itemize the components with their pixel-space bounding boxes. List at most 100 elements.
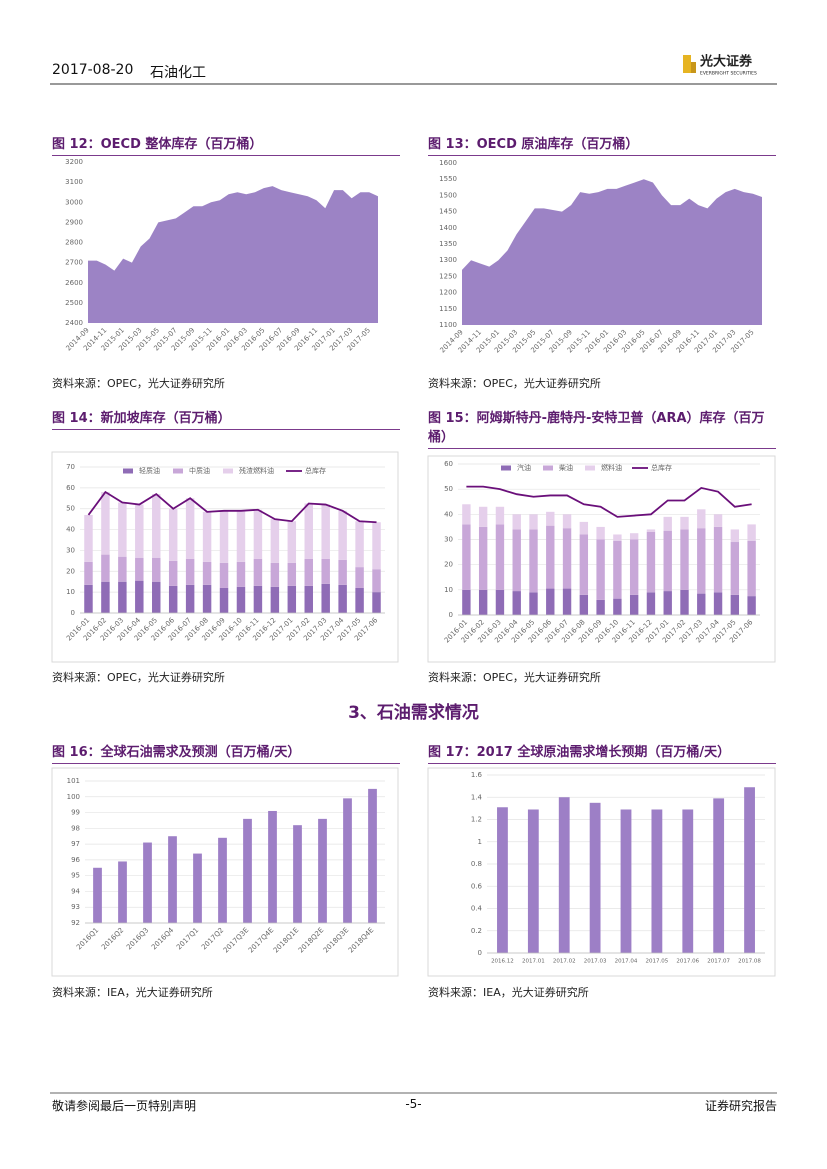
bar-segment [84,584,93,613]
y-tick-label: 40 [444,510,453,518]
y-tick-label: 1300 [439,256,457,264]
bar-segment [730,542,740,595]
bar-segment [478,589,488,615]
x-tick-label: 2017.02 [553,959,576,965]
x-tick-label: 2018Q1E [272,926,300,954]
bar-segment [118,581,127,613]
x-tick-label: 2016Q3 [125,926,150,951]
bar-segment [372,569,381,593]
y-tick-label: 1.4 [471,793,483,801]
y-tick-label: 0 [449,611,453,619]
x-tick-label: 2017.03 [584,959,607,965]
bar-segment [118,556,127,582]
y-tick-label: 60 [66,484,75,492]
bar-segment [747,596,756,615]
bar-segment [495,524,505,590]
figure-title: 图 12：OECD 整体库存（百万桶） [52,135,400,156]
y-tick-label: 1.6 [471,771,483,779]
bar-segment [579,521,589,535]
disclaimer: 敬请参阅最后一页特别声明 [52,1099,197,1113]
logo-en: EVERBRIGHT SECURITIES [700,71,757,77]
bar-segment [338,584,347,613]
area [88,186,378,323]
y-tick-label: 0.4 [471,905,483,913]
legend-label: 柴油 [559,463,573,472]
page-number: -5- [405,1097,422,1111]
bar-segment [253,585,263,613]
bar-segment [747,524,756,541]
bar-segment [135,580,144,613]
y-tick-label: 2400 [65,319,83,327]
industry: 石油化工 [150,65,206,81]
y-tick-label: 1200 [439,289,457,297]
figure-title: 图 14：新加坡库存（百万桶） [52,409,400,430]
bar-segment [152,581,161,613]
legend-swatch [123,468,133,474]
x-tick-label: 2018Q3E [322,926,350,954]
y-tick-label: 0 [478,949,482,957]
bar-segment [185,558,195,585]
y-tick-label: 1550 [439,175,457,183]
y-tick-label: 10 [444,586,453,594]
y-tick-label: 1100 [439,321,457,329]
bar-segment [321,504,330,559]
chart-frame [427,455,776,663]
bar-segment [372,592,381,613]
legend-label: 中质油 [189,466,210,475]
y-tick-label: 1350 [439,240,457,248]
legend-swatch [501,465,511,471]
bar [93,867,102,923]
y-tick-label: 96 [71,856,80,864]
bar-segment [546,511,555,526]
bar-segment [202,584,212,613]
bar-segment [168,508,178,561]
bar-segment [680,516,689,530]
bar [682,809,694,953]
legend-swatch [585,465,595,471]
bar-segment [680,529,689,590]
bar-segment [680,589,689,615]
y-tick-label: 95 [71,872,80,880]
bar-segment [562,528,572,589]
bar-segment [529,592,538,615]
bar-segment [579,534,589,595]
bar-segment [512,514,521,530]
bar-segment [287,521,297,563]
bar-segment [84,561,93,585]
bar-segment [596,539,605,600]
bar-segment [713,592,723,615]
x-tick-label: 2016.12 [491,959,514,965]
bar-segment [152,494,161,558]
bar [527,809,539,953]
bar-segment [287,562,297,586]
y-tick-label: 70 [66,463,75,471]
bar-segment [219,587,229,613]
bar [620,809,632,953]
bar-segment [646,529,656,532]
y-tick-label: 1.2 [471,816,482,824]
bar-segment [462,589,471,615]
bar-segment [338,559,347,585]
bar-segment [478,506,488,527]
bar-segment [596,599,605,615]
bar [143,842,152,923]
bar [318,818,327,923]
bar-segment [512,529,521,592]
bar-segment [646,531,656,593]
legend-swatch [173,468,183,474]
y-tick-label: 93 [71,903,80,911]
bar-segment [355,567,364,588]
y-tick-label: 100 [67,793,80,801]
bar-segment [462,524,471,590]
bar-segment [270,586,280,613]
figure-title: 图 17：2017 全球原油需求增长预期（百万桶/天） [428,743,776,764]
bar-segment [546,525,555,589]
y-tick-label: 2700 [65,259,83,267]
bar [651,809,663,953]
line [466,485,752,518]
bar-segment [101,492,110,555]
bar-segment [613,540,622,599]
y-tick-label: 2500 [65,299,83,307]
bar-segment [253,509,263,559]
